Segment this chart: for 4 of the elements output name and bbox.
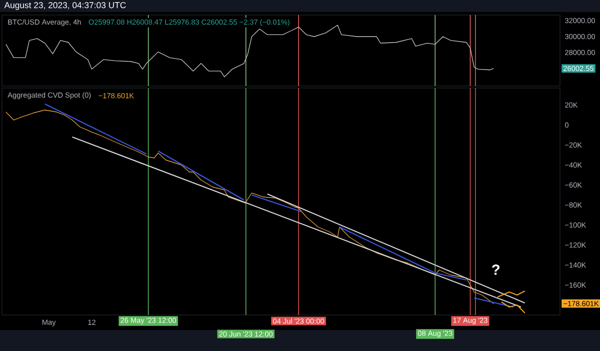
text: August 23, 2023, 04:37:03 UTC xyxy=(4,2,126,10)
line-series xyxy=(500,301,526,314)
line-series xyxy=(6,24,494,78)
annotation: ? xyxy=(492,264,500,275)
